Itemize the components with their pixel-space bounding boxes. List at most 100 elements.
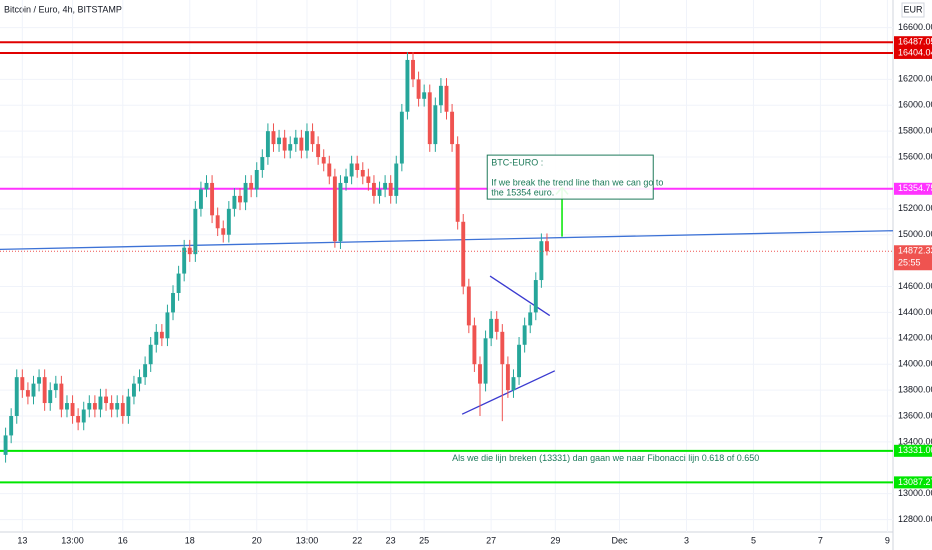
countdown: 25:55	[898, 258, 921, 268]
candle-body	[388, 182, 393, 196]
candle-body	[511, 377, 516, 391]
x-tick-label: 29	[550, 535, 560, 545]
trend-line	[461, 370, 556, 415]
price-label-box	[894, 444, 932, 457]
candle-body	[42, 377, 47, 404]
candle-body	[48, 390, 53, 404]
candle-body	[14, 377, 19, 416]
candle-body	[505, 364, 510, 391]
candle-body	[109, 403, 114, 410]
x-tick-label: 20	[252, 535, 262, 545]
candle-body	[25, 390, 30, 397]
y-tick-label: 14400.00	[898, 307, 932, 317]
candle-body	[243, 182, 248, 203]
y-tick-label: 13400.00	[898, 436, 932, 446]
candle-body	[522, 325, 527, 345]
price-label-box	[894, 36, 932, 49]
candle-body	[427, 92, 432, 145]
candle-body	[433, 105, 438, 145]
x-tick-label: 3	[684, 535, 689, 545]
candle-body	[416, 79, 421, 99]
y-tick-label: 14000.00	[898, 359, 932, 369]
candle-body	[210, 182, 215, 216]
candle-body	[76, 415, 81, 423]
y-tick-label: 15200.00	[898, 203, 932, 213]
price-label: 13331.00	[898, 445, 932, 455]
x-tick-label: 25	[419, 535, 429, 545]
candle-body	[20, 377, 25, 391]
candle-body	[299, 137, 304, 151]
y-tick-label: 14600.00	[898, 281, 932, 291]
x-tick-label: 13:00	[296, 535, 319, 545]
candle-body	[321, 157, 326, 164]
candle-body	[338, 182, 343, 242]
candle-body	[53, 383, 58, 391]
candle-body	[349, 163, 354, 177]
candle-body	[494, 318, 499, 332]
note-box	[486, 154, 654, 200]
candle-body	[444, 85, 449, 112]
candle-body	[500, 331, 505, 365]
trend-line	[0, 230, 894, 251]
candle-body	[137, 377, 142, 384]
y-tick-label: 16200.00	[898, 74, 932, 84]
candle-body	[265, 131, 270, 158]
candle-body	[305, 131, 309, 151]
price-label: 16404.04	[898, 47, 932, 57]
candle-body	[405, 59, 410, 112]
currency: EUR	[903, 4, 923, 14]
candle-body	[98, 396, 103, 410]
price-label: 16487.05	[898, 37, 932, 47]
candle-body	[360, 169, 365, 177]
candle-body	[148, 344, 153, 365]
y-tick-label: 13600.00	[898, 410, 932, 420]
candle-body	[528, 312, 533, 326]
candle-body	[461, 221, 466, 287]
candle-body	[383, 182, 388, 190]
candle-body	[455, 144, 460, 222]
candle-body	[215, 215, 220, 229]
y-tick-label: 13000.00	[898, 488, 932, 498]
candle-body	[104, 396, 108, 404]
candle-body	[466, 286, 471, 326]
note-text: the 15354 euro.	[491, 187, 554, 197]
note-text: If we break the trend line than we can g…	[491, 177, 663, 187]
trend-line	[489, 275, 551, 317]
y-tick-label: 15600.00	[898, 151, 932, 161]
last-price-label: 14872.33	[898, 246, 932, 256]
candle-body	[366, 176, 371, 183]
candle-body	[282, 137, 287, 151]
candle-body	[198, 189, 203, 209]
candle-body	[260, 157, 265, 170]
candle-body	[288, 144, 293, 151]
y-tick-label: 15800.00	[898, 126, 932, 136]
candle-body	[92, 403, 97, 410]
note-bottom: Als we die lijn breken (13331) dan gaan …	[452, 453, 759, 463]
x-tick-label: 16	[118, 535, 128, 545]
candle-body	[438, 85, 443, 106]
x-tick-label: 13	[17, 535, 27, 545]
candle-body	[539, 241, 544, 281]
candle-body	[226, 208, 231, 235]
candle-body	[31, 383, 36, 397]
candle-body	[533, 280, 538, 313]
candle-body	[483, 338, 488, 384]
x-tick-label: 13:00	[61, 535, 84, 545]
candle-body	[159, 331, 164, 339]
candle-body	[271, 131, 276, 145]
candle-body	[143, 364, 148, 378]
candle-body	[254, 169, 259, 190]
price-label-box	[894, 245, 932, 271]
x-tick-label: 5	[751, 535, 756, 545]
candle-body	[193, 208, 198, 255]
x-tick-label: 7	[818, 535, 823, 545]
y-tick-label: 13800.00	[898, 384, 932, 394]
candle-body	[545, 241, 549, 252]
price-label: 13087.27	[898, 477, 932, 487]
candle-body	[37, 377, 42, 384]
candle-body	[70, 403, 75, 416]
currency-box	[901, 2, 925, 18]
candle-body	[81, 409, 86, 423]
price-label-box	[894, 182, 932, 195]
